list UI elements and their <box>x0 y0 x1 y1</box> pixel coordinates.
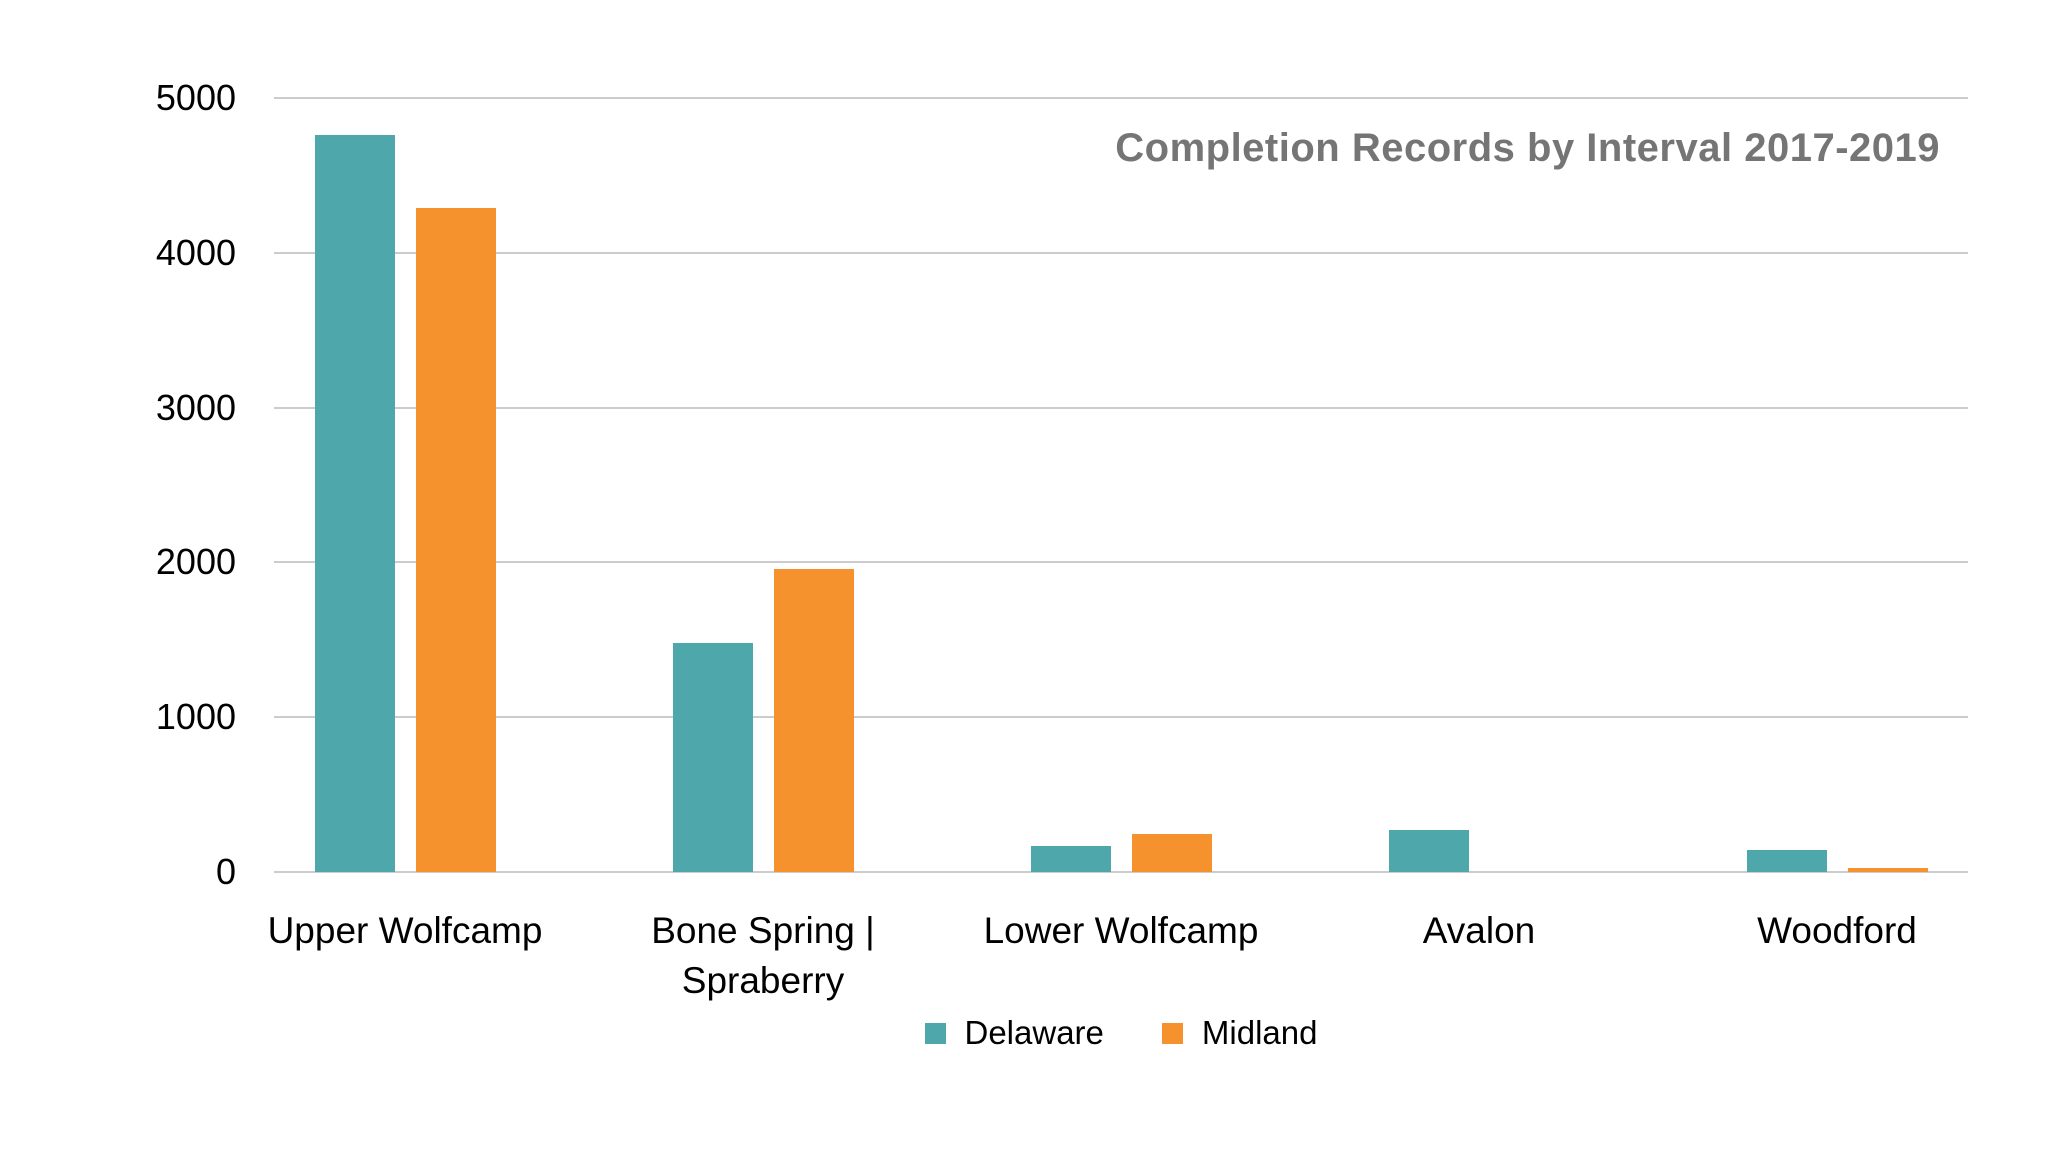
gridline <box>274 871 1968 873</box>
bar[interactable] <box>1131 834 1212 872</box>
bar-group <box>1300 98 1658 872</box>
bar[interactable] <box>672 642 753 872</box>
legend: Delaware Midland <box>226 1013 2016 1053</box>
bar-group <box>942 98 1300 872</box>
bar[interactable] <box>1746 849 1827 872</box>
legend-item-delaware: Delaware <box>924 1014 1104 1052</box>
y-tick-label: 0 <box>215 851 236 892</box>
x-axis-labels: Upper Wolfcamp Bone Spring | Spraberry Low… <box>226 906 2016 1006</box>
bars-row <box>226 98 2016 872</box>
bar[interactable] <box>415 207 496 872</box>
y-axis: 0 1000 2000 3000 4000 5000 <box>0 77 236 892</box>
y-tick-label: 2000 <box>155 541 236 583</box>
y-tick-label: 5000 <box>155 77 236 118</box>
legend-swatch-midland-icon <box>1161 1022 1183 1044</box>
bar[interactable] <box>1388 830 1469 872</box>
x-axis-label: Lower Wolfcamp <box>983 910 1259 951</box>
plot-area <box>274 97 1968 873</box>
gridline <box>274 251 1968 254</box>
legend-swatch-delaware-icon <box>924 1022 946 1044</box>
bar[interactable] <box>1030 846 1111 872</box>
gridline <box>274 716 1968 719</box>
gridline <box>274 97 1968 99</box>
bar-group <box>226 98 584 872</box>
y-tick-label: 3000 <box>155 386 236 428</box>
legend-label-delaware: Delaware <box>964 1014 1104 1051</box>
legend-item-midland: Midland <box>1161 1014 1318 1052</box>
gridline <box>274 406 1968 409</box>
gridline <box>274 561 1968 564</box>
bar[interactable] <box>773 569 854 872</box>
bar[interactable] <box>314 135 395 872</box>
x-axis-label: Avalon <box>1422 910 1536 951</box>
x-axis-label: Upper Wolfcamp <box>267 910 543 951</box>
y-tick-label: 4000 <box>155 231 236 273</box>
bar[interactable] <box>1847 868 1928 872</box>
chart-title: Completion Records by Interval 2017-2019 <box>1115 126 1940 170</box>
bar-group <box>584 98 942 872</box>
legend-label-midland: Midland <box>1201 1014 1318 1051</box>
x-axis-label: Bone Spring | Spraberry <box>651 910 875 1001</box>
bar-group <box>1658 98 2016 872</box>
x-axis-label: Woodford <box>1757 910 1917 951</box>
y-tick-label: 1000 <box>155 696 236 738</box>
